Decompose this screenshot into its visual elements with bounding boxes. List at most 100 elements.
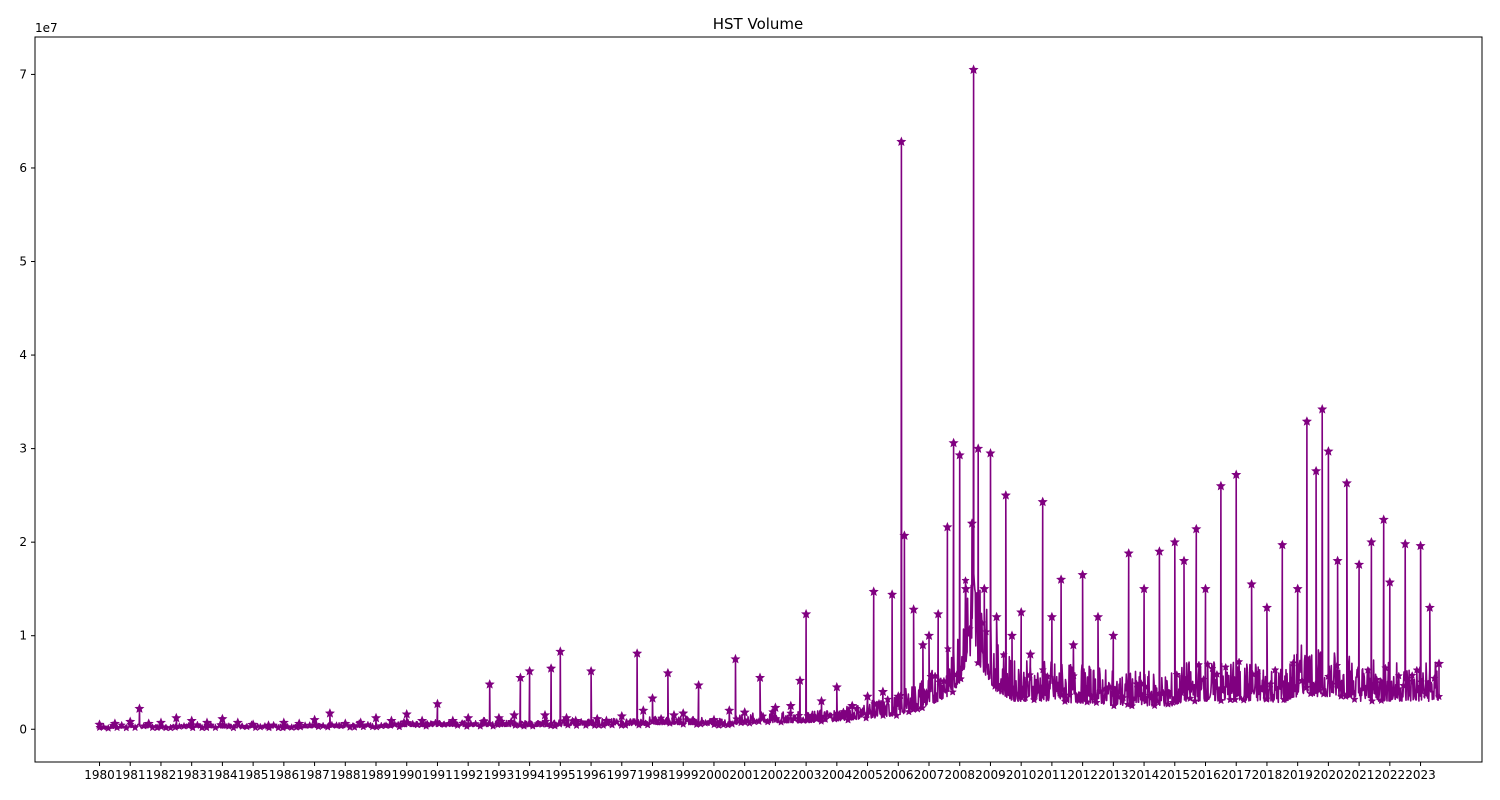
data-point-marker xyxy=(1087,692,1097,701)
data-point-marker xyxy=(781,714,791,723)
data-point-marker xyxy=(857,708,866,717)
data-point-marker xyxy=(887,590,897,599)
data-point-marker xyxy=(568,716,577,725)
x-tick-label: 1998 xyxy=(637,768,668,782)
data-point-marker xyxy=(755,672,766,683)
data-point-marker xyxy=(1248,669,1257,678)
x-tick-label: 2002 xyxy=(760,768,791,782)
data-point-marker xyxy=(794,711,804,720)
data-point-marker xyxy=(1372,675,1381,684)
x-tick-label: 2022 xyxy=(1375,768,1406,782)
data-point-marker xyxy=(1315,685,1324,694)
data-point-marker xyxy=(1434,692,1444,701)
data-point-marker xyxy=(1399,681,1408,690)
data-point-marker xyxy=(1323,446,1334,456)
data-point-marker xyxy=(327,720,337,729)
x-tick-label: 2004 xyxy=(822,768,853,782)
data-point-marker xyxy=(1377,696,1386,705)
data-point-marker xyxy=(669,710,679,719)
data-point-marker xyxy=(930,671,940,680)
x-tick-label: 1997 xyxy=(607,768,638,782)
data-point-marker xyxy=(1328,679,1337,688)
data-point-marker xyxy=(463,712,474,723)
data-point-marker xyxy=(1301,416,1312,426)
data-point-marker xyxy=(586,666,597,676)
data-point-marker xyxy=(678,708,689,718)
data-point-marker xyxy=(705,717,715,726)
data-point-marker xyxy=(224,721,234,730)
data-point-marker xyxy=(1069,671,1078,680)
data-point-marker xyxy=(878,711,888,720)
data-point-marker xyxy=(990,681,1000,690)
data-point-marker xyxy=(1216,696,1226,705)
data-point-marker xyxy=(1025,670,1035,679)
data-point-marker xyxy=(785,700,796,711)
x-tick-label: 2006 xyxy=(883,768,914,782)
y-tick-label: 7 xyxy=(19,67,27,81)
data-point-marker xyxy=(1181,675,1190,684)
data-point-marker xyxy=(758,711,768,720)
data-point-marker xyxy=(1145,690,1155,700)
data-point-marker xyxy=(126,719,135,728)
data-point-marker xyxy=(1246,579,1257,589)
data-point-marker xyxy=(999,650,1008,659)
data-point-marker xyxy=(1092,698,1101,707)
data-point-marker xyxy=(448,717,458,726)
data-point-marker xyxy=(1293,584,1302,593)
series-line xyxy=(98,68,1440,730)
data-point-marker xyxy=(1317,403,1328,414)
data-point-marker xyxy=(709,720,719,729)
data-point-marker xyxy=(559,716,568,725)
data-point-marker xyxy=(730,653,741,664)
data-point-marker xyxy=(1082,697,1092,706)
data-point-marker xyxy=(630,717,640,726)
data-point-marker xyxy=(942,521,953,532)
data-point-marker xyxy=(1266,679,1275,688)
x-tick-label: 1983 xyxy=(176,768,207,782)
data-point-marker xyxy=(1277,539,1288,550)
data-point-marker xyxy=(825,711,835,720)
data-point-marker xyxy=(1123,548,1134,558)
axes: 1980 1981 1982 1983 1984 1985 1986 1987 1988 1989… xyxy=(19,36,1483,782)
data-point-marker xyxy=(770,702,781,713)
data-point-marker xyxy=(632,648,643,658)
data-point-marker xyxy=(1200,583,1211,594)
data-point-marker xyxy=(435,719,444,728)
data-point-marker xyxy=(1078,570,1087,579)
data-point-marker xyxy=(647,693,658,703)
data-point-marker xyxy=(923,630,935,641)
data-point-marker xyxy=(1412,665,1422,674)
x-tick-label: 1986 xyxy=(269,768,300,782)
data-point-marker xyxy=(965,624,974,633)
data-point-marker xyxy=(1363,665,1373,674)
x-tick-label: 2011 xyxy=(1037,768,1068,782)
data-point-marker xyxy=(1378,514,1389,525)
data-point-marker xyxy=(533,719,542,728)
data-point-marker xyxy=(318,721,328,730)
data-point-marker xyxy=(1433,658,1445,669)
data-point-marker xyxy=(1037,496,1048,507)
data-point-marker xyxy=(475,721,485,730)
data-point-marker xyxy=(665,718,675,727)
x-tick-label: 1985 xyxy=(238,768,269,782)
data-point-marker xyxy=(1275,683,1285,692)
data-point-marker xyxy=(1385,577,1395,587)
data-point-marker xyxy=(1244,682,1253,691)
data-point-marker xyxy=(1425,603,1435,612)
x-tick-label: 2010 xyxy=(1006,768,1037,782)
data-point-marker xyxy=(1231,469,1242,480)
x-tick-label: 1993 xyxy=(484,768,515,782)
x-tick-label: 2023 xyxy=(1405,768,1436,782)
data-point-marker xyxy=(1118,693,1128,702)
data-point-marker xyxy=(247,720,256,729)
x-tick-label: 1984 xyxy=(207,768,238,782)
data-point-marker xyxy=(144,719,153,728)
data-point-marker xyxy=(1261,602,1272,612)
data-point-marker xyxy=(763,717,772,726)
data-point-marker xyxy=(1270,665,1280,674)
data-point-marker xyxy=(861,713,871,722)
data-point-marker xyxy=(324,708,335,718)
data-point-marker xyxy=(973,443,984,453)
data-point-marker xyxy=(1012,689,1021,698)
